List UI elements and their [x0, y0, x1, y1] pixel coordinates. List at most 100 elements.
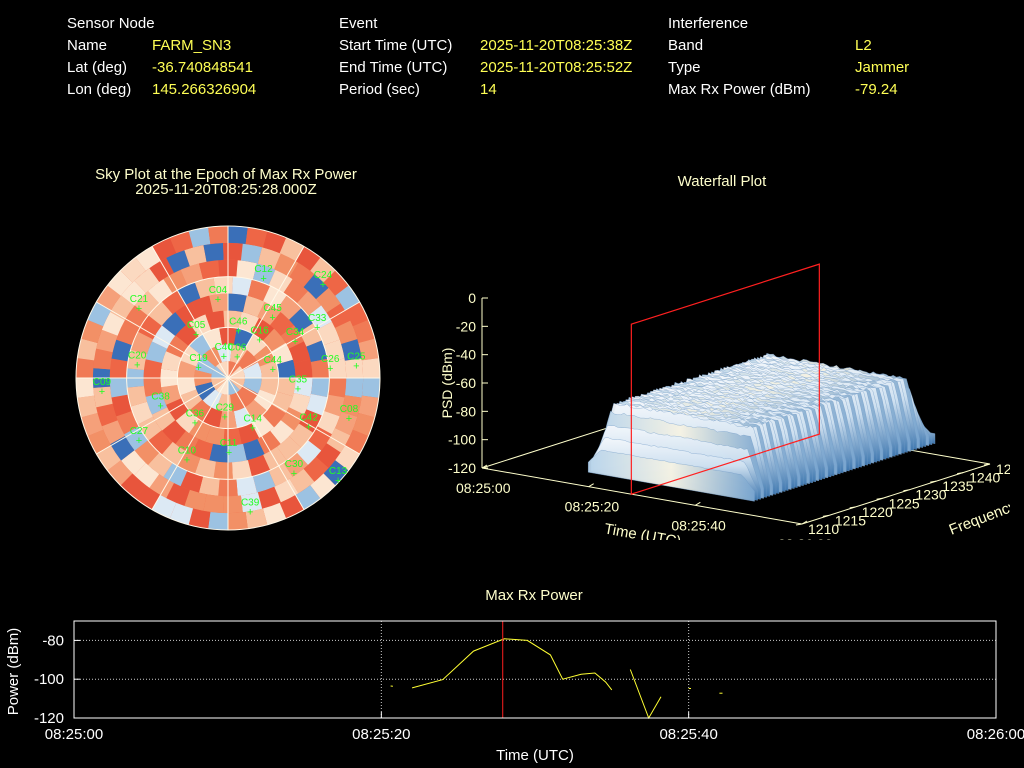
skyplot-cell	[242, 362, 262, 378]
skyplot-azimuth-line	[227, 377, 360, 455]
skyplot-cell	[262, 502, 287, 525]
waterfall-title: Waterfall Plot	[677, 173, 767, 190]
skyplot-satellite-label: C36	[186, 409, 205, 420]
skyplot-cell	[177, 451, 201, 474]
waterfall-time-tick-label: 08:26:00	[778, 536, 833, 540]
skyplot-cell	[274, 478, 299, 503]
skyplot-satellite-marker: +	[291, 468, 297, 480]
power-x-label: Time (UTC)	[496, 747, 574, 764]
skyplot-cell	[188, 227, 211, 248]
skyplot-cell	[243, 438, 265, 461]
power-series-line	[411, 638, 613, 691]
skyplot-cell	[228, 511, 248, 530]
skyplot-satellite-label: C27	[130, 426, 149, 437]
waterfall-freq-tick-label: 1240	[969, 470, 1000, 486]
skyplot-satellite: C08+	[340, 404, 359, 425]
skyplot-cell	[326, 303, 351, 328]
power-x-tick-label: 08:25:20	[352, 726, 410, 743]
waterfall-z-tick-label: -100	[448, 432, 476, 448]
skyplot-cell	[175, 322, 199, 347]
skyplot-satellite-marker: +	[295, 383, 301, 395]
skyplot-cell	[161, 290, 186, 315]
skyplot-cell	[358, 395, 379, 418]
waterfall-freq-tick	[957, 472, 964, 475]
skyplot-cell	[280, 407, 305, 431]
skyplot-cell	[327, 358, 347, 378]
skyplot-cell	[245, 508, 268, 529]
skyplot-cell	[327, 378, 347, 398]
waterfall-z-tick-label: 0	[468, 290, 476, 306]
skyplot-cell	[76, 358, 95, 378]
skyplot-cell	[161, 311, 186, 336]
skyplot-satellite-label: C35	[289, 374, 308, 385]
waterfall-epoch-marker	[630, 263, 820, 495]
skyplot-satellite-label: C21	[130, 294, 149, 305]
skyplot-cell	[177, 360, 197, 378]
skyplot-cell	[252, 470, 276, 493]
skyplot-satellite-marker: +	[320, 279, 326, 291]
skyplot-satellite-marker: +	[235, 326, 241, 338]
skyplot-cell	[276, 295, 302, 320]
skyplot-satellite: C44+	[264, 355, 283, 376]
skyplot-satellite: C21+	[130, 294, 149, 315]
skyplot-satellite-label: C11	[220, 438, 238, 449]
skyplot-cell	[213, 461, 233, 480]
skyplot-cell	[109, 358, 129, 378]
skyplot-cell	[232, 460, 252, 480]
skyplot-azimuth-line	[227, 377, 305, 510]
skyplot-cell	[203, 494, 224, 514]
skyplot-cell	[270, 311, 295, 336]
skyplot-cell	[232, 276, 252, 296]
skyplot-satellite-label: C13	[329, 466, 348, 477]
skyplot-cell	[77, 395, 98, 418]
skyplot-cell	[169, 502, 194, 525]
skyplot-satellite: C24+	[314, 270, 333, 291]
skyplot-cell	[188, 508, 211, 529]
skyplot-satellite-label: C34	[286, 327, 305, 338]
waterfall-freq-tick-label: 1235	[942, 478, 973, 494]
skyplot-cell	[149, 257, 174, 282]
skyplot-satellite-marker: +	[221, 351, 227, 363]
skyplot-cell	[96, 403, 118, 427]
skyplot-cell	[208, 511, 228, 530]
skyplot-satellite: C35+	[289, 374, 308, 395]
skyplot-cell	[202, 407, 223, 428]
skyplot-cell	[194, 457, 216, 479]
skyplot-satellite-label: C04	[209, 285, 228, 296]
skyplot-cell	[208, 226, 228, 245]
skyplot-satellite-marker: +	[270, 364, 276, 376]
skyplot-satellite-label: C46	[229, 317, 248, 328]
skyplot-cell	[228, 443, 247, 463]
skyplot-satellite-label: C06	[228, 343, 247, 354]
skyplot-cell	[202, 389, 223, 410]
skyplot-cell	[107, 270, 133, 296]
power-title: Max Rx Power	[485, 587, 583, 604]
skyplot-satellite-marker: +	[335, 475, 341, 487]
skyplot-cell	[280, 325, 305, 349]
skyplot-cell	[151, 325, 176, 349]
waterfall-time-tick	[481, 464, 488, 469]
skyplot-satellites: C06+C16+C34+C26+C08+C13+C14+C11+C10+C27+…	[93, 264, 366, 518]
skyplot-cell	[177, 282, 201, 305]
skyplot-satellite: C14+	[244, 413, 263, 434]
skyplot-cell	[161, 351, 182, 372]
skyplot-cell	[276, 436, 302, 461]
skyplot-satellite: C06+	[228, 343, 247, 364]
skyplot-cell	[96, 285, 121, 311]
skyplot-cell	[361, 378, 380, 398]
skyplot-satellite: C05+	[187, 320, 206, 341]
sensor-node-heading: Sensor Node	[67, 15, 155, 32]
skyplot-cell	[237, 350, 258, 371]
skyplot-satellite-label: C38	[151, 391, 170, 402]
event-end-value: 2025-11-20T08:25:52Z	[480, 59, 633, 76]
skyplot-satellite-marker: +	[193, 329, 199, 341]
skyplot-cell	[149, 474, 174, 499]
waterfall-freq-tick-label: 1225	[889, 495, 920, 511]
skyplot-satellite: C04+	[209, 285, 228, 306]
skyplot-satellite-marker: +	[234, 352, 240, 364]
skyplot-cell	[111, 394, 133, 417]
skyplot-cell	[228, 226, 248, 245]
skyplot-cell	[335, 285, 360, 311]
skyplot-cell	[203, 242, 224, 262]
